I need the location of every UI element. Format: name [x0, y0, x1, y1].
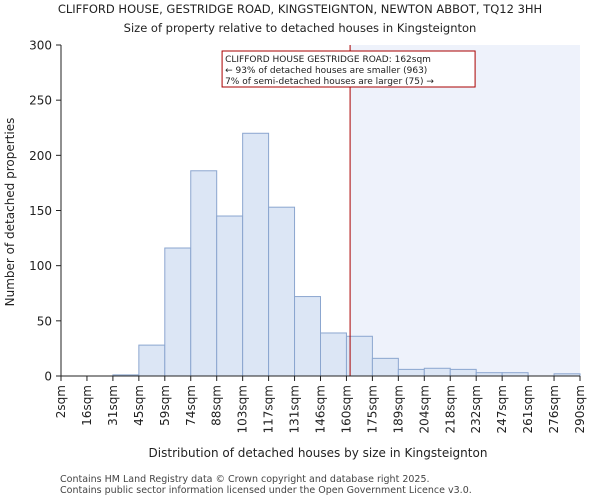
bar-131sqm: [294, 296, 321, 377]
bar-88sqm: [216, 215, 244, 377]
x-tick-label: 261sqm: [521, 385, 535, 433]
x-tick-label: 276sqm: [547, 385, 561, 433]
bar-45sqm: [138, 344, 166, 377]
y-tick-label: 50: [37, 314, 52, 328]
annotation-box: [221, 50, 476, 88]
x-tick-label: 290sqm: [573, 385, 587, 433]
x-tick-label: 218sqm: [443, 385, 457, 433]
x-tick-label: 31sqm: [106, 385, 120, 426]
x-tick-label: 131sqm: [288, 385, 302, 433]
bar-189sqm: [397, 368, 425, 377]
x-tick-label: 16sqm: [80, 385, 94, 426]
y-tick-label: 100: [29, 259, 52, 273]
x-tick-label: 232sqm: [469, 385, 483, 433]
bar-59sqm: [164, 247, 192, 377]
footer-line-1: Contains HM Land Registry data © Crown c…: [60, 474, 430, 485]
x-tick-label: 175sqm: [365, 385, 379, 433]
x-tick-label: 103sqm: [236, 385, 250, 433]
y-tick-label: 150: [29, 204, 52, 218]
y-tick-label: 200: [29, 149, 52, 163]
bar-146sqm: [320, 332, 347, 377]
x-tick-label: 247sqm: [495, 385, 509, 433]
y-tick-label: 0: [44, 370, 52, 384]
shaded-region: [350, 45, 580, 376]
annotation-line-1: CLIFFORD HOUSE GESTRIDGE ROAD: 162sqm: [225, 55, 431, 65]
x-axis-label: Distribution of detached houses by size …: [149, 446, 488, 460]
bars-group: [112, 132, 581, 377]
x-tick-label: 88sqm: [210, 385, 224, 426]
x-tick-label: 74sqm: [184, 385, 198, 426]
y-axis-label: Number of detached properties: [3, 118, 17, 307]
bar-160sqm: [345, 335, 373, 377]
chart-title: CLIFFORD HOUSE, GESTRIDGE ROAD, KINGSTEI…: [58, 2, 542, 16]
y-tick-label: 250: [29, 94, 52, 108]
x-ticks-group: 2sqm 16sqm 31sqm 45sqm 59sqm 74sqm 88sqm 103sqm…: [54, 376, 587, 433]
annotation-line-3: 7% of semi-detached houses are larger (7…: [225, 77, 434, 87]
x-tick-label: 189sqm: [391, 385, 405, 433]
x-tick-label: 146sqm: [314, 385, 328, 433]
bar-204sqm: [423, 367, 451, 377]
annotation-line-2: ← 93% of detached houses are smaller (96…: [225, 66, 427, 76]
y-tick-label: 300: [29, 39, 52, 53]
bar-218sqm: [449, 368, 477, 377]
bar-103sqm: [242, 132, 270, 377]
x-tick-label: 117sqm: [262, 385, 276, 433]
bar-175sqm: [371, 357, 399, 377]
x-tick-label: 45sqm: [132, 385, 146, 426]
x-tick-label: 2sqm: [54, 385, 68, 418]
x-tick-label: 204sqm: [417, 385, 431, 433]
chart-subtitle: Size of property relative to detached ho…: [124, 21, 477, 35]
x-tick-label: 160sqm: [339, 385, 353, 433]
x-tick-label: 59sqm: [158, 385, 172, 426]
footer-line-2: Contains public sector information licen…: [60, 485, 472, 496]
y-ticks-group: 0 50 100 150 200 250 300: [29, 39, 61, 384]
bar-117sqm: [268, 206, 296, 377]
bar-74sqm: [190, 170, 218, 377]
